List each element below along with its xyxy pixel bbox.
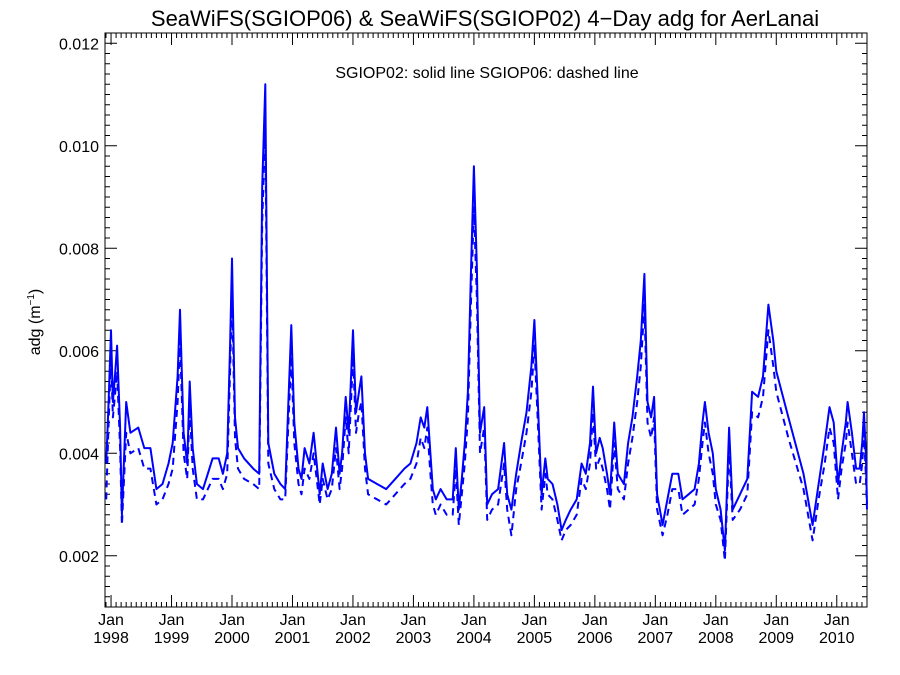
series-group — [105, 83, 868, 562]
y-axis-label: adg (m−1) — [26, 289, 44, 356]
x-tick-month: Jan — [280, 612, 306, 629]
x-tick-year: 2007 — [638, 630, 674, 647]
y-axis-label-text: adg (m — [27, 305, 44, 355]
x-tick-year: 2010 — [819, 630, 855, 647]
x-ticks: Jan1998Jan1999Jan2000Jan2001Jan2002Jan20… — [93, 33, 868, 647]
x-tick-month: Jan — [642, 612, 668, 629]
x-tick-year: 2001 — [275, 630, 311, 647]
y-ticks: 0.002 0.004 0.006 0.008 0.010 0.012 — [59, 36, 867, 598]
y-tick-label: 0.008 — [59, 241, 99, 258]
x-tick-year: 2000 — [214, 630, 250, 647]
series-line-dashed — [105, 124, 868, 562]
x-tick-year: 2003 — [396, 630, 432, 647]
x-tick-month: Jan — [582, 612, 608, 629]
x-tick-month: Jan — [340, 612, 366, 629]
x-tick-month: Jan — [401, 612, 427, 629]
x-tick-year: 2009 — [758, 630, 794, 647]
y-tick-label: 0.006 — [59, 344, 99, 361]
x-tick-month: Jan — [824, 612, 850, 629]
x-tick-year: 2006 — [577, 630, 613, 647]
x-tick-month: Jan — [521, 612, 547, 629]
x-tick-year: 2002 — [335, 630, 371, 647]
y-tick-label: 0.012 — [59, 36, 99, 53]
x-tick-year: 2004 — [456, 630, 492, 647]
x-tick-month: Jan — [98, 612, 124, 629]
y-tick-label: 0.004 — [59, 446, 99, 463]
legend-annotation: SGIOP02: solid line SGIOP06: dashed line — [335, 65, 638, 82]
x-tick-month: Jan — [763, 612, 789, 629]
x-tick-year: 1999 — [154, 630, 190, 647]
x-tick-month: Jan — [461, 612, 487, 629]
y-axis-label-sup: −1 — [26, 294, 37, 306]
x-tick-month: Jan — [703, 612, 729, 629]
x-tick-year: 2005 — [517, 630, 553, 647]
plot-frame — [104, 32, 868, 608]
y-tick-label: 0.002 — [59, 549, 99, 566]
x-tick-year: 2008 — [698, 630, 734, 647]
y-axis-label-close: ) — [27, 289, 44, 294]
x-tick-year: 1998 — [93, 630, 129, 647]
y-tick-label: 0.010 — [59, 139, 99, 156]
x-tick-month: Jan — [159, 612, 185, 629]
chart-title: SeaWiFS(SGIOP06) & SeaWiFS(SGIOP02) 4−Da… — [151, 6, 819, 31]
x-tick-month: Jan — [219, 612, 245, 629]
